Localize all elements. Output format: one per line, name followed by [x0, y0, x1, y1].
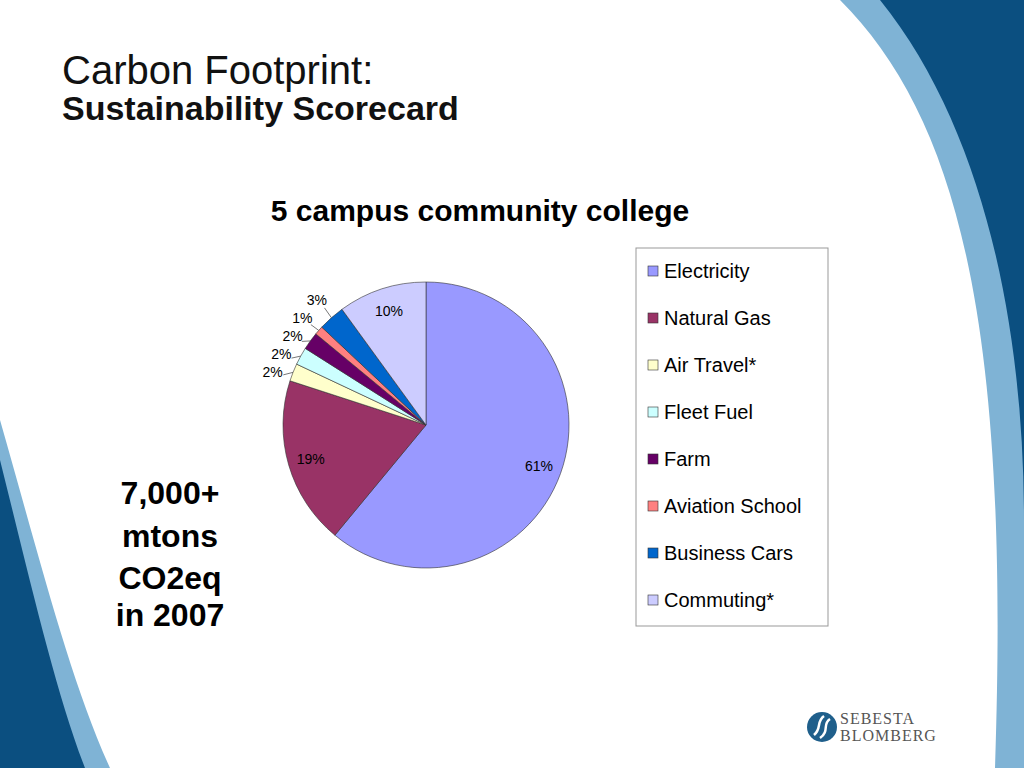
legend-box [636, 248, 828, 626]
data-label: 2% [271, 346, 291, 362]
data-label: 10% [375, 303, 403, 319]
swoosh-light-left [0, 420, 110, 768]
data-label: 1% [292, 310, 312, 326]
legend-swatch [648, 407, 658, 417]
data-label: 2% [262, 364, 282, 380]
callout-line: mtons [122, 518, 218, 554]
leader-line [325, 308, 332, 318]
legend-swatch [648, 266, 658, 276]
legend-label: Fleet Fuel [664, 401, 753, 423]
leader-line [283, 372, 293, 374]
data-label: 2% [282, 328, 302, 344]
legend-label: Air Travel* [664, 354, 756, 376]
legend-label: Commuting* [664, 589, 774, 611]
data-label: 3% [307, 292, 327, 308]
callout-line: 7,000+ [121, 475, 220, 511]
legend-label: Aviation School [664, 495, 802, 517]
slide: Carbon Footprint:Sustainability Scorecar… [0, 0, 1024, 768]
legend-label: Natural Gas [664, 307, 771, 329]
slide-subtitle: Sustainability Scorecard [62, 89, 459, 127]
data-label: 19% [297, 451, 325, 467]
swoosh-light [840, 0, 1024, 768]
chart-title: 5 campus community college [271, 194, 689, 227]
leader-line [302, 340, 310, 341]
logo-icon-mark [814, 716, 830, 738]
leader-line [292, 356, 301, 358]
legend-label: Business Cars [664, 542, 793, 564]
legend-swatch [648, 313, 658, 323]
slide-title: Carbon Footprint: [62, 48, 373, 92]
callout-line: CO2eq [118, 560, 221, 596]
legend-swatch [648, 501, 658, 511]
legend-label: Farm [664, 448, 711, 470]
swoosh-dark [880, 0, 1024, 520]
legend-label: Electricity [664, 260, 750, 282]
legend-swatch [648, 360, 658, 370]
legend-swatch [648, 548, 658, 558]
legend-swatch [648, 454, 658, 464]
logo: SEBESTABLOMBERG [807, 710, 937, 744]
pie-slice [342, 282, 426, 425]
logo-text: BLOMBERG [840, 727, 937, 744]
decoration [0, 0, 1024, 768]
pie [283, 282, 569, 568]
data-label: 61% [525, 458, 553, 474]
legend-swatch [648, 595, 658, 605]
logo-text: SEBESTA [840, 710, 915, 727]
data-labels: 3% 1% 2% 2% 2% 61% 19% 10% [262, 292, 553, 473]
legend: Electricity Natural Gas Air Travel* Fleet F… [636, 248, 828, 626]
callout-line: in 2007 [116, 597, 225, 633]
swoosh-dark-left [0, 460, 85, 768]
logo-icon [807, 712, 837, 742]
